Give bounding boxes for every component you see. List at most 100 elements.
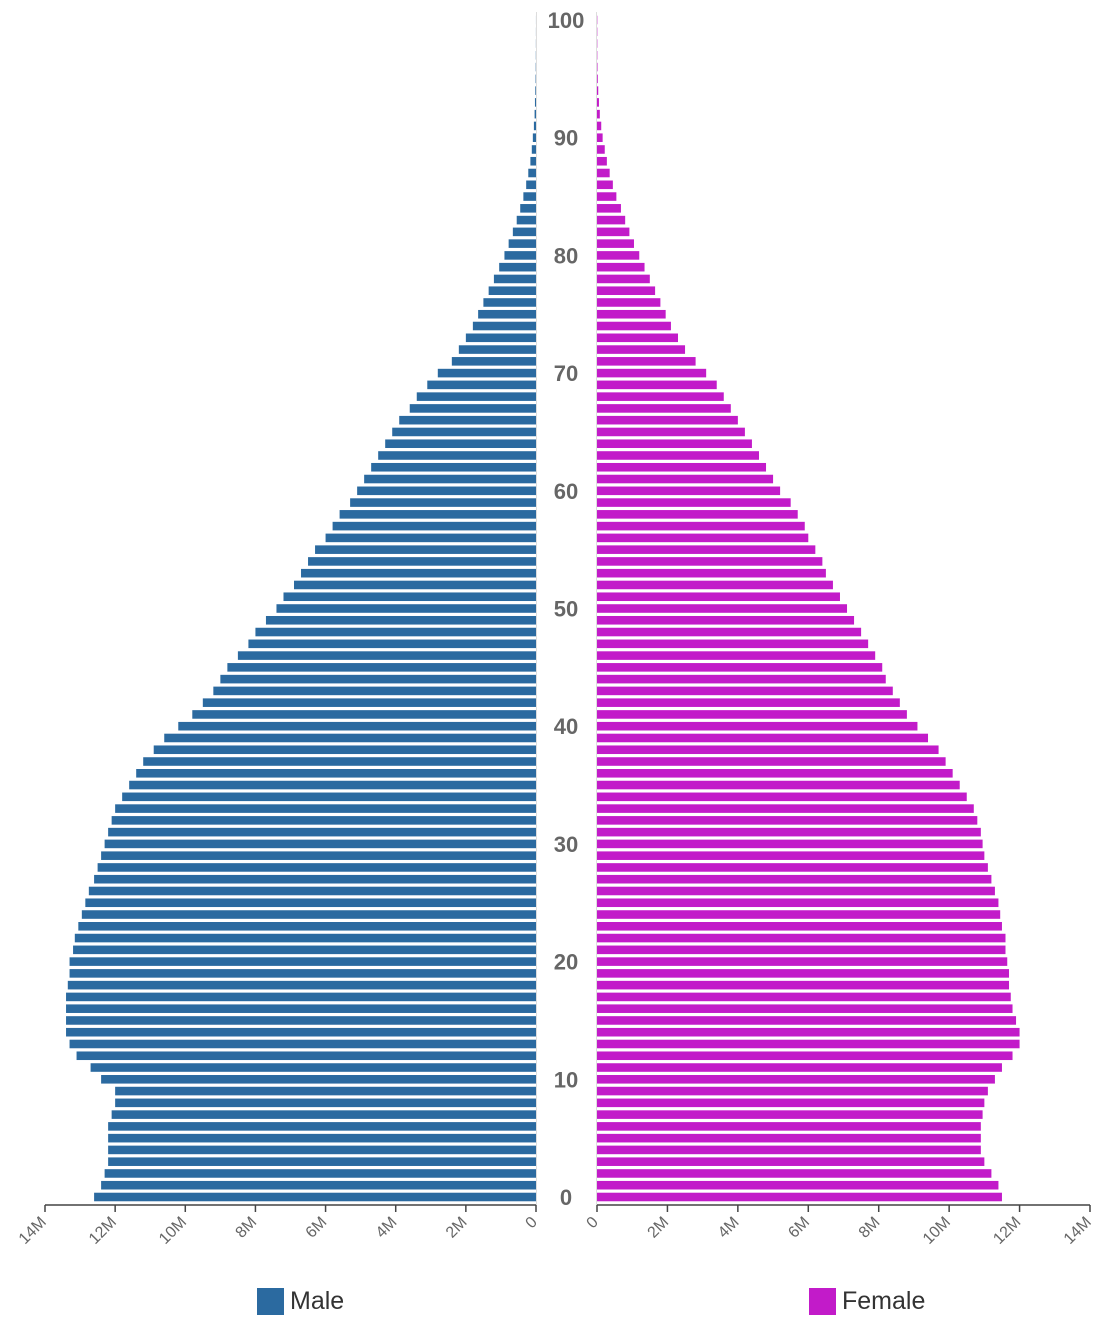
male-bar-age-12 [76, 1051, 536, 1061]
female-bar-age-63 [597, 451, 759, 460]
female-bar-age-72 [597, 345, 686, 354]
female-bar-age-30 [597, 839, 983, 849]
age-axis-labels: 0 10 20 30 40 50 60 70 80 90 100 [548, 8, 585, 1210]
male-bar-age-44 [220, 674, 537, 684]
age-tick-label-40: 40 [554, 714, 578, 739]
legend-label-male: Male [290, 1287, 345, 1315]
male-bar-age-89 [531, 145, 536, 154]
female-bar-age-13 [597, 1039, 1020, 1049]
female-bar-age-33 [597, 804, 974, 813]
male-bar-age-64 [385, 439, 536, 449]
male-bar-age-39 [164, 733, 537, 743]
male-bar-age-72 [458, 345, 536, 354]
male-bar-age-13 [69, 1039, 537, 1049]
female-bar-age-59 [597, 498, 791, 507]
age-tick-label-0: 0 [560, 1185, 572, 1210]
male-bar-age-4 [108, 1145, 536, 1155]
female-bar-age-40 [597, 721, 918, 731]
female-bar-age-21 [597, 945, 1006, 955]
female-bar-age-79 [597, 262, 645, 272]
male-bar-age-75 [478, 309, 536, 319]
male-bar-age-27 [94, 874, 536, 884]
female-bar-age-32 [597, 816, 978, 825]
female-bar-age-39 [597, 733, 929, 743]
male-bar-age-52 [294, 580, 536, 590]
male-bar-age-76 [483, 298, 536, 307]
male-bar-age-32 [111, 816, 536, 825]
female-bar-age-74 [597, 321, 671, 331]
male-bar-age-29 [101, 851, 537, 860]
male-bar-age-54 [308, 557, 536, 566]
female-bar-age-75 [597, 309, 666, 319]
female-bars-group [596, 12, 1020, 1205]
male-bar-age-0 [94, 1192, 536, 1202]
male-bar-age-78 [493, 274, 536, 284]
male-tick-label-2M: 2M [443, 1214, 471, 1242]
female-value-axis: 0 2M 4M 6M 8M 10M 12M 14M [584, 1204, 1095, 1248]
male-bar-age-15 [66, 1016, 536, 1025]
male-bar-age-87 [528, 168, 536, 178]
male-tick-label-14M: 14M [16, 1214, 50, 1248]
male-bar-age-8 [115, 1098, 536, 1108]
female-bar-age-56 [597, 533, 809, 543]
male-bar-age-62 [371, 462, 536, 472]
female-bar-age-3 [597, 1157, 985, 1166]
male-bar-age-88 [530, 156, 536, 166]
male-bar-age-83 [516, 215, 536, 225]
male-bar-age-45 [227, 663, 536, 672]
female-bar-age-58 [597, 510, 798, 519]
male-bar-age-74 [472, 321, 536, 331]
female-bar-age-20 [597, 957, 1008, 966]
male-bar-age-84 [520, 204, 536, 213]
male-bar-age-30 [104, 839, 537, 849]
female-bar-age-64 [597, 439, 752, 449]
female-bar-age-11 [597, 1063, 1002, 1072]
female-tick-label-14M: 14M [1061, 1214, 1095, 1248]
male-bar-age-69 [427, 380, 536, 390]
female-bar-age-90 [597, 133, 603, 142]
female-tick-label-6M: 6M [785, 1214, 813, 1242]
male-bar-age-46 [237, 651, 536, 660]
male-bar-age-49 [265, 615, 536, 625]
male-bar-age-28 [97, 863, 537, 872]
female-tick-label-2M: 2M [645, 1214, 673, 1242]
female-bar-age-36 [597, 769, 953, 778]
male-bar-age-92 [534, 109, 536, 119]
male-bar-age-66 [399, 415, 536, 425]
female-bar-age-93 [597, 98, 599, 107]
male-bar-age-55 [315, 545, 536, 554]
female-bar-age-81 [597, 239, 634, 248]
female-bar-age-41 [597, 710, 907, 719]
female-tick-label-0: 0 [584, 1214, 602, 1232]
male-bars-group [66, 12, 537, 1205]
male-bar-age-9 [115, 1086, 536, 1096]
male-bar-age-42 [202, 698, 536, 707]
male-bar-age-56 [325, 533, 536, 543]
age-tick-label-20: 20 [554, 950, 578, 975]
female-bar-age-22 [597, 933, 1006, 943]
age-tick-label-30: 30 [554, 832, 578, 857]
female-bar-age-31 [597, 827, 981, 837]
female-bar-age-0 [597, 1192, 1002, 1202]
male-bar-age-80 [504, 251, 536, 260]
female-bar-age-42 [597, 698, 900, 707]
female-bar-age-91 [597, 121, 602, 131]
female-bar-age-19 [597, 969, 1010, 978]
female-bar-age-84 [597, 204, 621, 213]
male-bar-age-36 [136, 769, 536, 778]
female-bar-age-18 [597, 980, 1010, 990]
female-bar-age-5 [597, 1133, 981, 1143]
age-tick-label-50: 50 [554, 597, 578, 622]
male-bar-age-38 [153, 745, 536, 755]
female-bar-age-57 [597, 521, 805, 531]
female-bar-age-83 [597, 215, 626, 225]
female-bar-age-78 [597, 274, 650, 284]
female-bar-age-28 [597, 863, 988, 872]
female-bar-age-49 [597, 615, 855, 625]
female-bar-age-53 [597, 568, 826, 578]
female-bar-age-45 [597, 663, 883, 672]
female-bar-age-80 [597, 251, 640, 260]
male-bar-age-35 [129, 780, 537, 790]
male-tick-label-4M: 4M [373, 1214, 401, 1242]
